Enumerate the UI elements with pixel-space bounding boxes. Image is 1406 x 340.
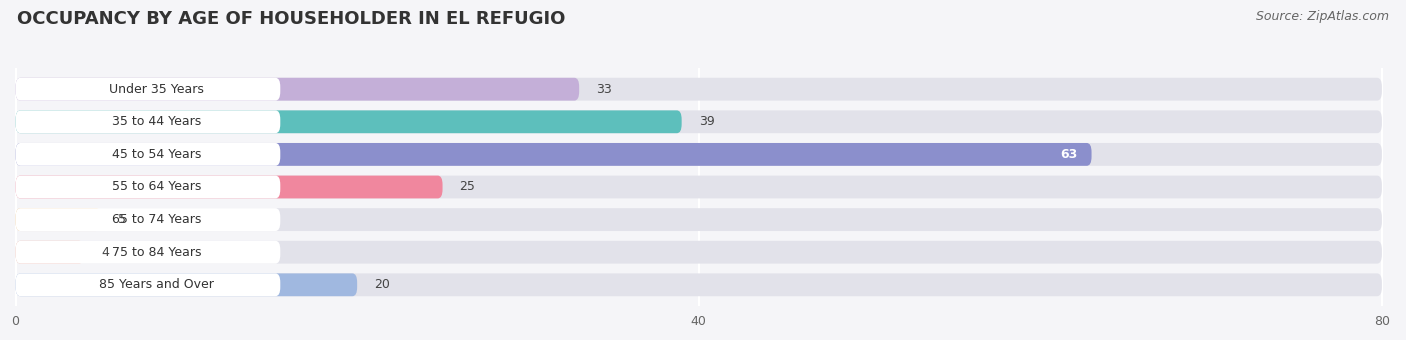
FancyBboxPatch shape bbox=[15, 273, 1382, 296]
FancyBboxPatch shape bbox=[15, 143, 280, 166]
FancyBboxPatch shape bbox=[15, 78, 280, 101]
Text: 33: 33 bbox=[596, 83, 612, 96]
FancyBboxPatch shape bbox=[15, 143, 1382, 166]
Text: 20: 20 bbox=[374, 278, 389, 291]
Text: Source: ZipAtlas.com: Source: ZipAtlas.com bbox=[1256, 10, 1389, 23]
FancyBboxPatch shape bbox=[15, 78, 1382, 101]
Text: 65 to 74 Years: 65 to 74 Years bbox=[112, 213, 201, 226]
FancyBboxPatch shape bbox=[15, 143, 1091, 166]
FancyBboxPatch shape bbox=[15, 175, 280, 199]
Text: 45 to 54 Years: 45 to 54 Years bbox=[112, 148, 201, 161]
FancyBboxPatch shape bbox=[15, 273, 357, 296]
FancyBboxPatch shape bbox=[15, 175, 443, 199]
FancyBboxPatch shape bbox=[15, 273, 280, 296]
Text: 35 to 44 Years: 35 to 44 Years bbox=[112, 115, 201, 128]
Text: 5: 5 bbox=[118, 213, 127, 226]
Text: OCCUPANCY BY AGE OF HOUSEHOLDER IN EL REFUGIO: OCCUPANCY BY AGE OF HOUSEHOLDER IN EL RE… bbox=[17, 10, 565, 28]
FancyBboxPatch shape bbox=[15, 241, 1382, 264]
Text: 63: 63 bbox=[1060, 148, 1078, 161]
FancyBboxPatch shape bbox=[15, 208, 280, 231]
Text: 55 to 64 Years: 55 to 64 Years bbox=[112, 181, 201, 193]
Text: 4: 4 bbox=[101, 246, 108, 259]
FancyBboxPatch shape bbox=[15, 175, 1382, 199]
Text: 39: 39 bbox=[699, 115, 714, 128]
FancyBboxPatch shape bbox=[15, 78, 579, 101]
FancyBboxPatch shape bbox=[15, 110, 1382, 133]
Text: 75 to 84 Years: 75 to 84 Years bbox=[111, 246, 201, 259]
FancyBboxPatch shape bbox=[15, 241, 280, 264]
Text: Under 35 Years: Under 35 Years bbox=[110, 83, 204, 96]
FancyBboxPatch shape bbox=[15, 208, 1382, 231]
FancyBboxPatch shape bbox=[15, 110, 682, 133]
Text: 25: 25 bbox=[460, 181, 475, 193]
Text: 85 Years and Over: 85 Years and Over bbox=[98, 278, 214, 291]
FancyBboxPatch shape bbox=[15, 110, 280, 133]
FancyBboxPatch shape bbox=[15, 208, 101, 231]
FancyBboxPatch shape bbox=[15, 241, 84, 264]
